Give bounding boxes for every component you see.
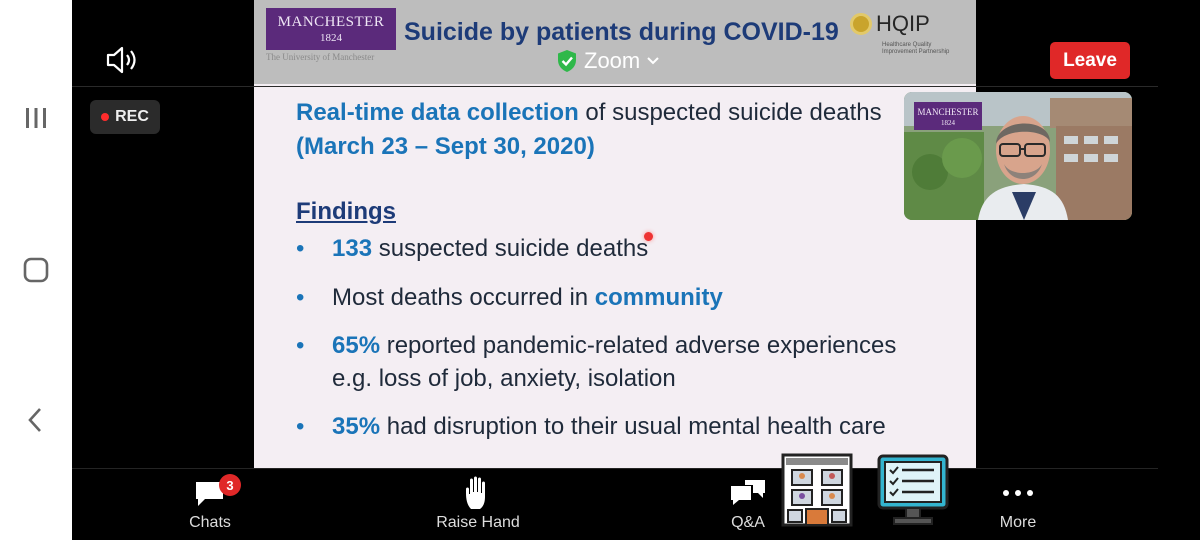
speaker-icon	[106, 46, 136, 74]
university-of-manchester-logo: MANCHESTER 1824	[266, 8, 396, 50]
bullet-text-line2: e.g. loss of job, anxiety, isolation	[332, 365, 676, 392]
bullet-text: had disruption to their usual mental hea…	[380, 413, 886, 440]
bullet-dot: •	[296, 413, 305, 440]
bullet-text: reported pandemic-related adverse experi…	[380, 332, 897, 359]
more-label: More	[999, 514, 1037, 531]
intro-rest: of suspected suicide deaths	[578, 99, 882, 126]
video-logo-year: 1824	[941, 119, 956, 127]
recent-apps-icon	[26, 108, 46, 128]
home-button[interactable]	[0, 240, 72, 300]
back-chevron-icon	[28, 408, 41, 432]
bullet-dot: •	[296, 235, 305, 262]
toolbar-divider	[72, 468, 1158, 469]
findings-heading: Findings	[296, 198, 396, 225]
qa-button[interactable]: Q&A	[724, 474, 772, 538]
apartment-building-icon	[781, 453, 853, 527]
hqip-wordmark: HQIP	[876, 11, 930, 36]
more-dots-icon	[1003, 490, 1033, 496]
monitor-checklist-icon	[877, 454, 949, 525]
raise-hand-label: Raise Hand	[436, 514, 520, 531]
bullet-text: suspected suicide deaths	[372, 235, 649, 262]
recording-dot-icon	[101, 113, 110, 121]
recent-apps-button[interactable]	[0, 88, 72, 148]
intro-highlight: Real-time data collection	[296, 99, 579, 126]
chats-icon-wrap: 3	[193, 474, 241, 512]
system-nav-rail	[0, 0, 72, 540]
qa-bubbles-icon	[731, 480, 765, 505]
speaker-audio-button[interactable]	[102, 42, 142, 78]
recording-label: REC	[115, 108, 149, 125]
speaker-video-thumbnail[interactable]: MANCHESTER 1824	[904, 92, 1132, 220]
qa-icon-wrap	[729, 474, 767, 512]
apartment-building-sticker	[780, 452, 854, 533]
leave-button[interactable]: Leave	[1050, 42, 1130, 79]
chats-label: Chats	[189, 514, 231, 531]
speaker-video-frame: MANCHESTER 1824	[904, 92, 1132, 220]
raise-hand-button[interactable]: Raise Hand	[428, 474, 528, 538]
meeting-title-dropdown[interactable]: Zoom	[556, 46, 660, 76]
chevron-down-icon	[647, 57, 659, 65]
recording-indicator[interactable]: REC	[90, 100, 160, 134]
more-icon-wrap	[1001, 474, 1035, 512]
slide-intro: Real-time data collection of suspected s…	[296, 96, 936, 164]
zoom-meeting-view: MANCHESTER 1824 The University of Manche…	[72, 0, 1158, 540]
intro-dates: (March 23 – Sept 30, 2020)	[296, 133, 595, 160]
uom-logo-subtitle: The University of Manchester	[266, 52, 375, 62]
chats-button[interactable]: 3 Chats	[184, 474, 241, 538]
meeting-toolbar: 3 Chats Raise Hand Q&A	[72, 468, 1158, 540]
bullet-highlight: 65%	[332, 332, 381, 359]
back-button[interactable]	[0, 390, 72, 450]
qa-label: Q&A	[731, 514, 765, 531]
hqip-tagline: Healthcare Quality Improvement Partnersh…	[882, 42, 950, 55]
uom-logo-year: 1824	[320, 32, 342, 44]
raise-hand-icon	[466, 476, 485, 509]
bullet-dot: •	[296, 284, 305, 311]
slide-title: Suicide by patients during COVID-19	[404, 18, 839, 46]
home-icon	[23, 257, 49, 283]
bullet-highlight: 35%	[332, 413, 381, 440]
meeting-title: Zoom	[584, 48, 641, 73]
bullet-text: Most deaths occurred in	[332, 284, 595, 311]
chats-unread-badge: 3	[219, 474, 241, 496]
shared-slide: MANCHESTER 1824 The University of Manche…	[254, 0, 976, 468]
bullet-highlight: community	[594, 284, 723, 311]
top-divider	[72, 86, 1158, 87]
uom-logo-name: MANCHESTER	[277, 14, 385, 30]
monitor-checklist-sticker	[876, 452, 950, 533]
video-logo-name: MANCHESTER	[917, 107, 978, 117]
bullet-dot: •	[296, 332, 305, 359]
hqip-emblem-icon	[850, 13, 872, 35]
laser-pointer-dot	[644, 232, 653, 241]
encryption-shield-icon	[558, 50, 576, 72]
more-button[interactable]: More	[992, 474, 1044, 538]
slide-header: MANCHESTER 1824 The University of Manche…	[254, 0, 976, 84]
bullet-highlight: 133	[332, 235, 373, 262]
chat-bubble-icon	[196, 482, 223, 506]
hqip-logo: HQIP Healthcare Quality Improvement Part…	[850, 11, 962, 60]
raise-hand-icon-wrap	[463, 474, 493, 512]
